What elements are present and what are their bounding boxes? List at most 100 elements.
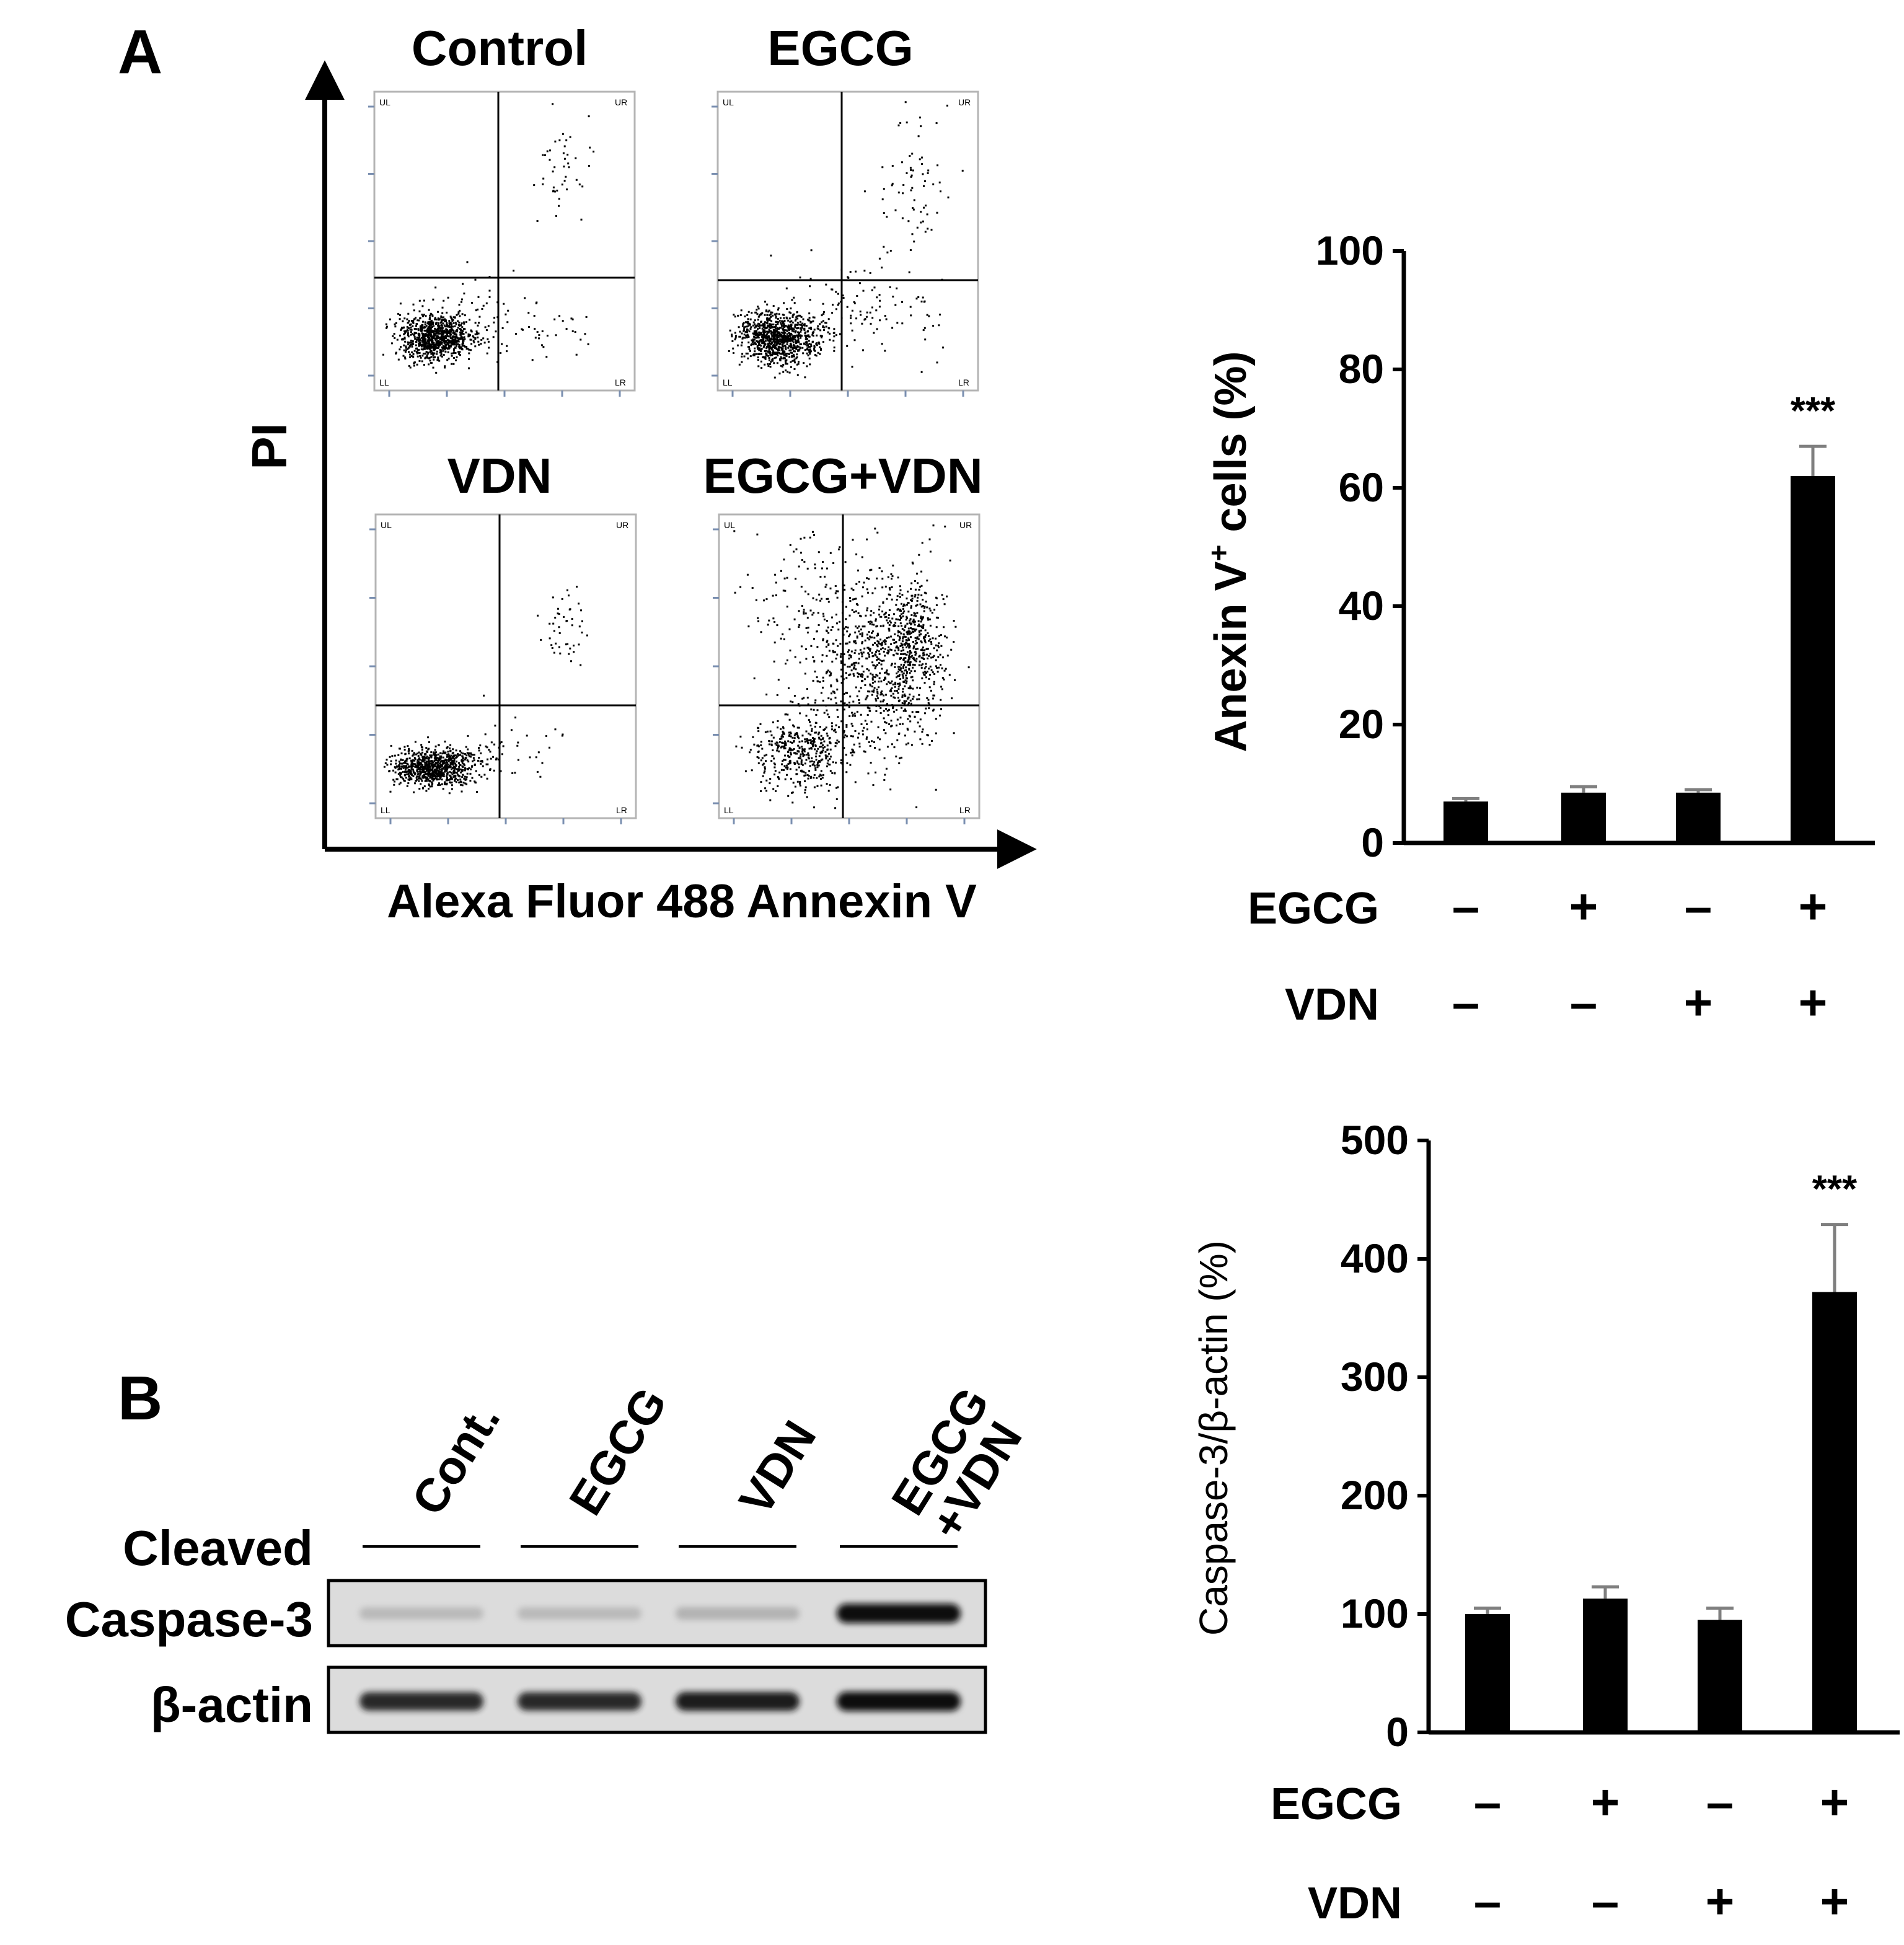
condition-row-label: EGCG <box>1271 1780 1402 1829</box>
chart-y-tick-label: 0 <box>1361 819 1384 865</box>
chart-caspase: Caspase-3/β-actin (%) 0 100 200 300 400 500 **… <box>1191 1117 1900 1929</box>
chart-bar <box>1698 1620 1742 1732</box>
condition-sign: – <box>1685 879 1712 934</box>
flow-plot-title: VDN <box>447 448 552 503</box>
blot-band <box>676 1607 800 1620</box>
chart-bar <box>1465 1614 1510 1732</box>
chart-significance-label: *** <box>1812 1168 1858 1211</box>
annexin-ylabel-main: Anexin V <box>1206 561 1256 752</box>
flow-plot: VDN UL UR LL LR <box>369 448 637 824</box>
quadrant-label-ur: UR <box>958 97 971 107</box>
quadrant-label-ll: LL <box>379 377 389 387</box>
chart-bar <box>1676 792 1721 843</box>
chart-y-tick-label: 20 <box>1339 701 1384 747</box>
panel-label-b: B <box>118 1364 162 1433</box>
condition-sign: – <box>1474 1775 1502 1830</box>
flow-scatter-points <box>733 524 970 809</box>
quadrant-label-lr: LR <box>615 377 626 387</box>
chart-y-tick-label: 100 <box>1316 227 1384 273</box>
chart-y-tick-label: 500 <box>1341 1117 1409 1163</box>
chart-y-tick-label: 300 <box>1341 1354 1409 1400</box>
blot-lane-label-line: EGCG <box>559 1378 677 1524</box>
pi-axis-label: PI <box>242 423 297 470</box>
chart-y-tick-label: 0 <box>1386 1709 1409 1755</box>
flow-plot: Control UL UR LL LR <box>368 20 636 397</box>
annexin-axis-label: Alexa Fluor 488 Annexin V <box>387 875 977 928</box>
blot-lane-label: EGCG <box>559 1378 677 1524</box>
annexin-chart-ylabel: Anexin V+ cells (%) <box>1202 351 1256 752</box>
quadrant-label-ll: LL <box>381 805 390 815</box>
blot-band <box>837 1691 961 1711</box>
chart-significance-label: *** <box>1791 390 1836 433</box>
flow-plot-frame <box>373 90 636 392</box>
quadrant-label-ll: LL <box>724 805 734 815</box>
blot-band <box>359 1607 483 1620</box>
quadrant-label-lr: LR <box>616 805 627 815</box>
chart-bar <box>1583 1599 1628 1732</box>
quadrant-label-ll: LL <box>723 377 733 387</box>
quadrant-label-lr: LR <box>958 377 969 387</box>
condition-sign: + <box>1799 879 1828 934</box>
quadrant-label-ur: UR <box>616 520 628 530</box>
condition-sign: – <box>1592 1874 1620 1929</box>
blot-row-label: β-actin <box>151 1677 313 1732</box>
condition-sign: + <box>1684 975 1713 1030</box>
condition-sign: + <box>1569 879 1598 934</box>
blot-lane-label: VDN <box>729 1412 826 1524</box>
quadrant-label-ur: UR <box>959 520 972 530</box>
condition-sign: + <box>1820 1874 1849 1929</box>
flow-scatter-points <box>383 586 588 795</box>
blot-band <box>518 1692 641 1711</box>
chart-bar <box>1443 801 1488 843</box>
condition-sign: + <box>1820 1775 1849 1830</box>
panel-label-a: A <box>118 17 162 87</box>
western-blot: Cont. EGCG VDN EGCG+VDN Cleaved Caspase-3 β-ac… <box>65 1378 1038 1734</box>
blot-lane-label: Cont. <box>402 1394 510 1524</box>
chart-y-tick-label: 60 <box>1339 464 1384 510</box>
condition-row-label: EGCG <box>1248 884 1379 933</box>
chart-y-tick-label: 400 <box>1341 1235 1409 1281</box>
chart-y-tick-label: 200 <box>1341 1472 1409 1518</box>
annexin-ylabel-rest: cells (%) <box>1206 351 1256 544</box>
condition-sign: – <box>1570 975 1598 1030</box>
quadrant-label-ul: UL <box>723 97 734 107</box>
flow-scatter-points <box>382 103 595 374</box>
quadrant-label-ul: UL <box>379 97 390 107</box>
quadrant-label-ul: UL <box>724 520 735 530</box>
flow-plot-title: EGCG+VDN <box>703 448 982 503</box>
chart-y-tick-label: 80 <box>1339 346 1384 392</box>
condition-sign: + <box>1799 975 1828 1030</box>
blot-band <box>359 1692 483 1711</box>
blot-lane-label-line: Cont. <box>402 1394 510 1524</box>
blot-band <box>518 1607 641 1620</box>
blot-band <box>676 1691 800 1711</box>
flow-plot: EGCG UL UR LL LR <box>712 20 979 397</box>
chart-bar <box>1791 475 1835 843</box>
condition-sign: – <box>1452 975 1480 1030</box>
flow-plot-title: EGCG <box>767 20 914 76</box>
blot-row-label: Cleaved <box>123 1520 313 1576</box>
condition-sign: + <box>1591 1775 1620 1830</box>
quadrant-label-lr: LR <box>959 805 971 815</box>
flow-plot-title: Control <box>412 20 588 76</box>
caspase-chart-ylabel: Caspase-3/β-actin (%) <box>1191 1240 1236 1636</box>
condition-sign: + <box>1706 1874 1735 1929</box>
chart-bar <box>1561 792 1606 843</box>
blot-band <box>837 1603 961 1623</box>
condition-row-label: VDN <box>1308 1879 1402 1928</box>
chart-bar <box>1812 1292 1857 1732</box>
chart-y-tick-label: 40 <box>1339 583 1384 628</box>
condition-sign: – <box>1452 879 1480 934</box>
chart-y-tick-label: 100 <box>1341 1590 1409 1636</box>
condition-sign: – <box>1474 1874 1502 1929</box>
flow-plot: EGCG+VDN UL UR LL LR <box>703 448 983 824</box>
quadrant-label-ur: UR <box>615 97 627 107</box>
blot-lane-label: EGCG+VDN <box>881 1378 1038 1548</box>
blot-lane-label-line: VDN <box>729 1412 826 1524</box>
condition-row-label: VDN <box>1285 980 1379 1030</box>
flow-scatter-points <box>728 101 964 379</box>
condition-sign: – <box>1706 1775 1734 1830</box>
